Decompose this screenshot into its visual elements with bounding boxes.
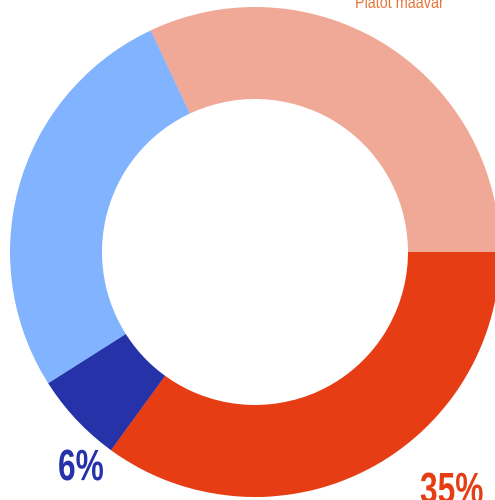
donut-segment bbox=[150, 7, 495, 252]
donut-segment bbox=[48, 333, 166, 451]
donut-segment bbox=[9, 30, 190, 384]
value-label: 6% bbox=[58, 441, 104, 490]
category-label: Platot maavar bbox=[355, 0, 444, 12]
value-label: 35% bbox=[420, 464, 483, 500]
donut-segment bbox=[110, 252, 495, 497]
